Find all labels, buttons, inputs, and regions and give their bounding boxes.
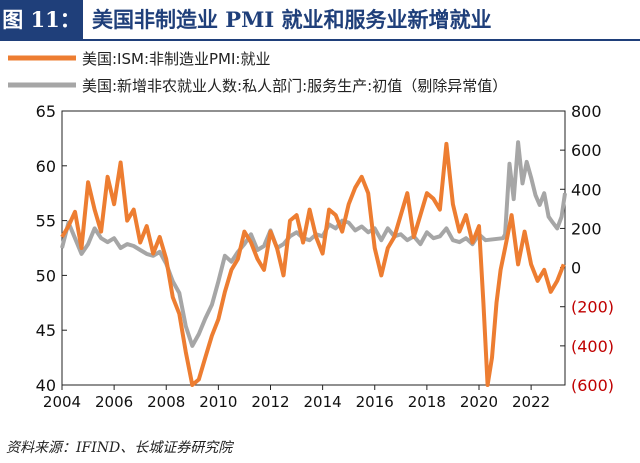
- x-tick-label: 2018: [408, 393, 446, 411]
- y-left-tick-label: 40: [36, 376, 56, 395]
- x-tick-label: 2004: [43, 393, 81, 411]
- x-tick-label: 2020: [460, 393, 498, 411]
- y-left-tick-label: 65: [36, 102, 56, 121]
- series-line-pmi-employment: [60, 141, 566, 387]
- y-left-tick-label: 55: [36, 212, 56, 231]
- y-left-tick-label: 45: [36, 321, 56, 340]
- y-right-tick-label: 800: [571, 102, 602, 121]
- legend-label-orange: 美国:ISM:非制造业PMI:就业: [82, 50, 270, 68]
- y-right-tick-label: 400: [571, 180, 602, 199]
- x-tick-label: 2016: [356, 393, 394, 411]
- header-rule: [0, 39, 640, 41]
- y-left-tick-label: 60: [36, 157, 56, 176]
- y-right-tick-label: (400): [571, 337, 614, 356]
- x-tick-label: 2006: [95, 393, 133, 411]
- y-right-tick-label: 600: [571, 141, 602, 160]
- x-tick-label: 2022: [512, 393, 550, 411]
- x-tick-label: 2008: [147, 393, 185, 411]
- y-right-tick-label: 0: [571, 259, 581, 278]
- source-note: 资料来源：IFIND、长城证券研究院: [6, 440, 233, 456]
- x-tick-label: 2010: [199, 393, 237, 411]
- series-line-service-payrolls: [60, 140, 567, 348]
- figure-label: 图 11：: [0, 0, 83, 40]
- line-chart: 美国:ISM:非制造业PMI:就业 美国:新增非农就业人数:私人部门:服务生产:…: [8, 50, 614, 411]
- figure-header: 图 11： 美国非制造业 PMI 就业和服务业新增就业: [0, 0, 640, 41]
- y-right-tick-label: (200): [571, 298, 614, 317]
- y-right-tick-label: (600): [571, 376, 614, 395]
- x-tick-label: 2012: [251, 393, 289, 411]
- legend-label-gray: 美国:新增非农就业人数:私人部门:服务生产:初值（剔除异常值）: [82, 77, 507, 95]
- y-right-tick-label: 200: [571, 219, 602, 238]
- x-tick-label: 2014: [304, 393, 342, 411]
- figure-title: 美国非制造业 PMI 就业和服务业新增就业: [92, 7, 492, 32]
- y-left-tick-label: 50: [36, 266, 56, 285]
